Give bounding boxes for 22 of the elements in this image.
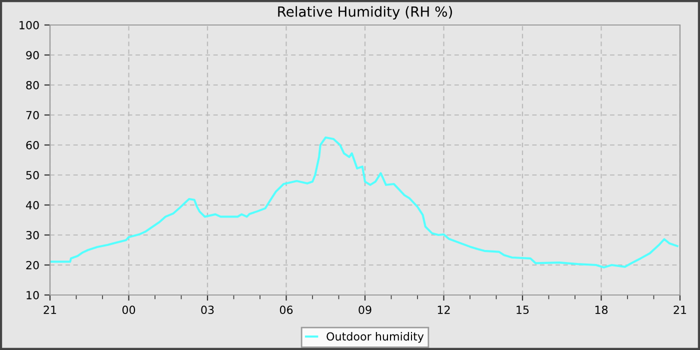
x-tick-label: 00: [122, 306, 136, 314]
y-tick-label: 30: [26, 230, 39, 240]
x-tick-label: 21: [44, 306, 56, 314]
y-tick-label: 70: [26, 110, 39, 120]
chart-title: Relative Humidity (RH %): [278, 6, 452, 20]
y-tick-label: 20: [26, 260, 39, 270]
x-tick-label: 15: [516, 306, 529, 314]
legend-label: Outdoor humidity: [326, 332, 424, 343]
x-tick-label: 06: [280, 306, 293, 314]
y-tick-label: 80: [26, 80, 39, 90]
x-tick-label: 12: [438, 306, 450, 314]
y-tick-label: 90: [26, 50, 39, 60]
x-tick-label: 18: [595, 306, 608, 314]
y-tick-label: 10: [26, 290, 39, 300]
x-tick-label: 21: [674, 306, 686, 314]
x-tick-label: 03: [201, 306, 214, 314]
x-tick-label: 09: [358, 306, 372, 314]
y-tick-label: 50: [26, 170, 39, 180]
y-tick-label: 60: [26, 140, 39, 150]
y-tick-label: 40: [26, 200, 39, 210]
line-series: [50, 136, 678, 268]
y-tick-label: 100: [20, 20, 39, 30]
